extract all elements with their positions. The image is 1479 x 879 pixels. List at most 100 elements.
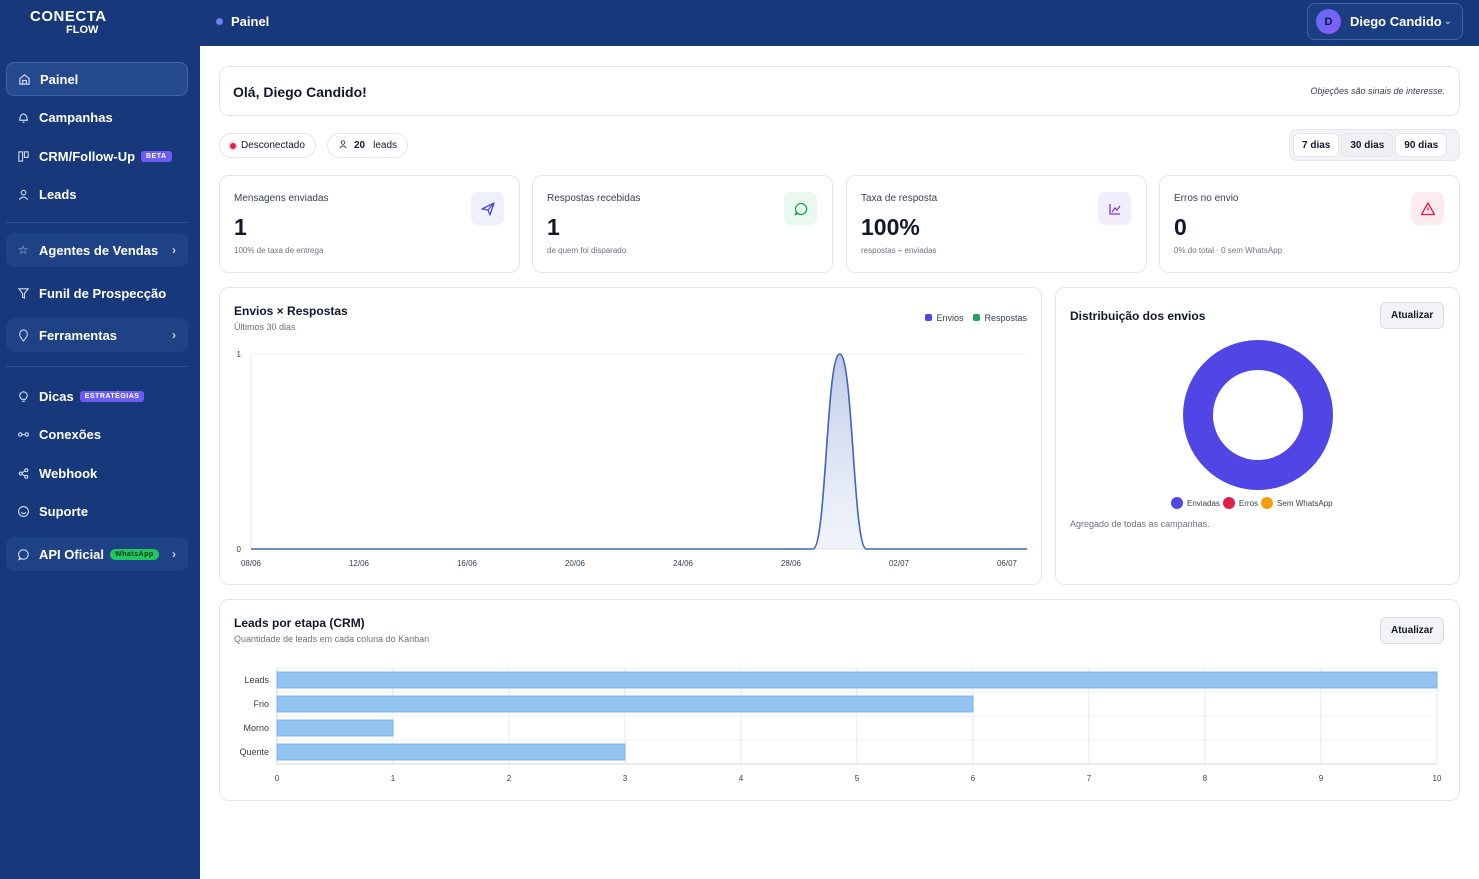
- sidebar-item-leads[interactable]: Leads: [6, 177, 188, 211]
- sidebar: CONECTA FLOW Painel Campanhas CRM/Follow…: [0, 0, 200, 879]
- beta-badge: BETA: [141, 150, 172, 162]
- legend-label: Sem WhatsApp: [1277, 498, 1333, 508]
- donut-slice-enviadas: [1183, 340, 1333, 490]
- bar-leads: [276, 671, 1438, 689]
- chart-title: Leads por etapa (CRM): [234, 616, 365, 630]
- greeting-quote: Objeções são sinais de interesse.: [1310, 86, 1445, 96]
- chat-icon: [16, 547, 30, 561]
- donut-chart-svg: [1183, 340, 1333, 490]
- kpi-label: Respostas recebidas: [547, 193, 641, 204]
- legend-swatch: [1222, 497, 1235, 509]
- send-icon: [471, 192, 504, 225]
- legend-envios[interactable]: Envios: [925, 313, 963, 323]
- app-logo[interactable]: CONECTA FLOW: [30, 9, 110, 39]
- chevron-right-icon: ›: [172, 243, 176, 257]
- sidebar-item-funil[interactable]: Funil de Prospecção: [6, 276, 188, 310]
- sidebar-item-crm[interactable]: CRM/Follow-Up BETA: [6, 139, 188, 173]
- sidebar-item-webhook[interactable]: Webhook: [6, 456, 188, 490]
- sidebar-item-label: Ferramentas: [39, 327, 118, 343]
- leads-count-chip[interactable]: 20 leads: [327, 133, 409, 158]
- sidebar-item-label: Dicas: [39, 388, 74, 404]
- refresh-button[interactable]: Atualizar: [1380, 302, 1445, 329]
- sidebar-group-agentes[interactable]: ☆ Agentes de Vendas ›: [6, 233, 188, 267]
- leads-label: leads: [373, 140, 398, 151]
- x-tick-label: 24/06: [673, 559, 694, 568]
- chart-title: Envios × Respostas: [234, 304, 348, 318]
- crm-bar-chart-svg: 0 1 2 3 4 5 6 7 8 9 10 Leads Frio Morno Quente: [239, 667, 1442, 783]
- sidebar-divider: [6, 222, 188, 223]
- x-tick-label: 4: [739, 774, 744, 783]
- topbar: Painel D Diego Candido ⌄: [200, 0, 1479, 46]
- legend-respostas[interactable]: Respostas: [973, 313, 1027, 323]
- y-tick-label: Morno: [243, 723, 269, 733]
- bar-frio: [276, 695, 974, 713]
- envios-respostas-chart-card: Envios × Respostas Últimos 30 dias Envio…: [219, 287, 1042, 585]
- sidebar-item-label: Campanhas: [39, 109, 113, 125]
- chart-legend: Envios Respostas: [925, 313, 1027, 323]
- kpi-sub: 100% de taxa de entrega: [234, 246, 324, 255]
- chart-subtitle: Quantidade de leads em cada coluna do Ka…: [234, 634, 430, 644]
- page-title-text: Painel: [231, 14, 270, 29]
- date-range-selector: 7 dias 30 dias 90 dias: [1289, 129, 1460, 161]
- message-icon: [784, 192, 817, 225]
- sidebar-item-dicas[interactable]: Dicas ESTRATÉGIAS: [6, 379, 188, 413]
- x-tick-label: 06/07: [997, 559, 1018, 568]
- bell-icon: [16, 110, 30, 124]
- sidebar-item-label: Webhook: [39, 465, 98, 481]
- alert-icon: [1411, 192, 1444, 225]
- sidebar-item-conexoes[interactable]: Conexões: [6, 417, 188, 451]
- range-30-dias[interactable]: 30 dias: [1341, 133, 1394, 157]
- sidebar-item-painel[interactable]: Painel: [6, 62, 188, 96]
- support-icon: [16, 504, 30, 518]
- trend-icon: [1098, 192, 1131, 225]
- kpi-value: 100%: [861, 214, 920, 240]
- chevron-right-icon: ›: [172, 547, 176, 561]
- x-tick-label: 28/06: [781, 559, 802, 568]
- whatsapp-badge: WhatsApp: [110, 548, 159, 560]
- x-tick-label: 12/06: [349, 559, 370, 568]
- chart-subtitle: Últimos 30 dias: [234, 322, 296, 332]
- refresh-button[interactable]: Atualizar: [1380, 617, 1445, 644]
- x-tick-label: 5: [855, 774, 860, 783]
- filter-icon: [16, 286, 30, 300]
- kpi-sub: 0% do total · 0 sem WhatsApp: [1174, 246, 1283, 255]
- range-90-dias[interactable]: 90 dias: [1395, 133, 1448, 157]
- sidebar-item-label: Conexões: [39, 426, 102, 442]
- kpi-value: 1: [234, 214, 247, 240]
- estrategias-badge: ESTRATÉGIAS: [79, 390, 145, 402]
- kpi-label: Erros no envio: [1174, 193, 1239, 204]
- sidebar-group-api-oficial[interactable]: API Oficial WhatsApp ›: [6, 537, 188, 571]
- x-tick-label: 6: [971, 774, 976, 783]
- legend-swatch: [973, 314, 981, 321]
- y-tick-label: Leads: [244, 675, 269, 685]
- connection-status-chip[interactable]: Desconectado: [219, 133, 316, 158]
- x-tick-label: 16/06: [457, 559, 478, 568]
- legend-label: Enviadas: [1187, 498, 1220, 508]
- y-tick-label: Quente: [239, 747, 269, 757]
- range-7-dias[interactable]: 7 dias: [1293, 133, 1340, 157]
- user-menu-button[interactable]: D Diego Candido ⌄: [1307, 3, 1463, 40]
- sidebar-group-ferramentas[interactable]: Ferramentas ›: [6, 318, 188, 352]
- chevron-right-icon: ›: [172, 328, 176, 342]
- sidebar-item-label: Painel: [40, 71, 79, 87]
- legend-swatch: [1171, 497, 1183, 509]
- sidebar-item-suporte[interactable]: Suporte: [6, 494, 188, 528]
- legend-swatch: [925, 314, 933, 321]
- sidebar-item-label: CRM/Follow-Up: [39, 148, 136, 164]
- sidebar-item-campanhas[interactable]: Campanhas: [6, 100, 188, 134]
- distribuicao-card: Distribuição dos envios Atualizar Enviad…: [1055, 287, 1460, 585]
- kpi-card-respostas: Respostas recebidas 1 de quem foi dispar…: [532, 175, 833, 273]
- bar-morno: [276, 719, 394, 737]
- x-tick-label: 3: [623, 774, 628, 783]
- sidebar-divider: [6, 366, 188, 367]
- series-line-respostas: [251, 353, 1027, 550]
- avatar: D: [1316, 9, 1341, 34]
- kanban-icon: [16, 149, 30, 163]
- user-name: Diego Candido: [1350, 14, 1442, 29]
- x-tick-label: 08/06: [241, 559, 262, 568]
- kpi-card-taxa: Taxa de resposta 100% respostas ÷ enviad…: [846, 175, 1147, 273]
- kpi-sub: de quem foi disparado: [547, 246, 627, 255]
- kpi-label: Mensagens enviadas: [234, 193, 329, 204]
- y-tick-label: 0: [237, 545, 242, 554]
- series-line-envios: [251, 353, 1027, 550]
